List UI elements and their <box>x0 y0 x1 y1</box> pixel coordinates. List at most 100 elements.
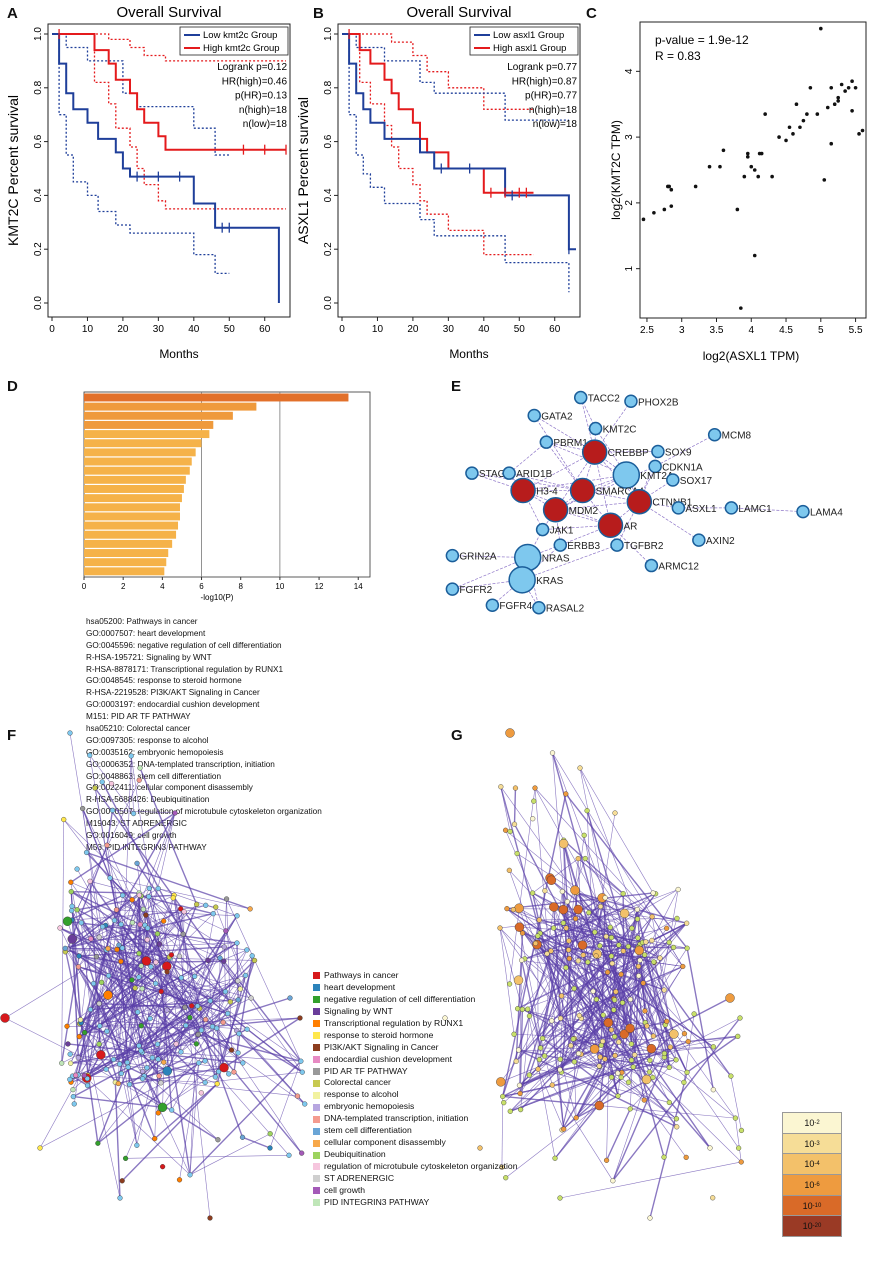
network-edge <box>80 956 170 1024</box>
km-stat: n(low)=18 <box>533 119 578 130</box>
network-node <box>267 1145 273 1151</box>
network-node <box>657 955 663 961</box>
network-edge <box>644 889 679 956</box>
network-edge <box>630 999 671 1048</box>
network-node <box>178 975 184 981</box>
network-edge <box>99 1017 301 1027</box>
network-node <box>558 904 568 915</box>
legend-label: ST ADRENERGIC <box>324 1172 395 1183</box>
network-node <box>299 1069 305 1075</box>
network-edge <box>154 1083 218 1140</box>
network-node <box>527 408 541 423</box>
network-node <box>535 522 550 537</box>
network-edge <box>537 1069 564 1130</box>
network-node <box>530 816 536 822</box>
scatter-point <box>752 253 757 258</box>
network-edge <box>189 1017 303 1154</box>
network-edge <box>236 1030 306 1105</box>
network-node <box>136 974 142 980</box>
network-edge <box>606 937 612 1161</box>
scatter-point <box>791 132 795 136</box>
pvalue-legend-cell: 10 -6 <box>782 1174 842 1195</box>
network-node <box>158 1080 164 1086</box>
scatter-point <box>819 26 823 31</box>
network-node <box>129 897 135 903</box>
network-edge <box>602 1041 635 1056</box>
km-stat: n(high)=18 <box>529 105 578 116</box>
scatter-point <box>801 118 806 123</box>
y-tick-label: 1 <box>624 265 635 271</box>
network-edge <box>518 908 561 1019</box>
x-tick-label: 40 <box>478 324 490 335</box>
network-edge <box>502 950 552 1097</box>
legend-label: Signaling by WNT <box>324 1005 393 1016</box>
network-node <box>136 892 142 898</box>
network-node <box>127 1081 133 1087</box>
network-node <box>669 1029 679 1039</box>
network-node <box>510 907 516 913</box>
network-node <box>642 952 648 958</box>
network-node <box>571 985 577 992</box>
network-node <box>541 1053 548 1059</box>
x-tick-label: 0 <box>49 324 55 335</box>
network-node <box>576 1012 582 1019</box>
network-node <box>138 1023 144 1029</box>
network-edge <box>579 998 614 1016</box>
network-edge <box>520 946 675 1111</box>
network-node <box>573 1115 579 1121</box>
network-edge <box>98 904 197 1004</box>
legend-label: PI3K/AKT Signaling in Cancer <box>324 1041 439 1052</box>
network-edge <box>80 938 92 1023</box>
network-node <box>138 963 144 969</box>
network-edge <box>615 961 654 992</box>
x-tick-label: 50 <box>224 324 236 335</box>
network-node <box>625 1079 632 1085</box>
network-node <box>561 1126 567 1132</box>
network-edge <box>515 933 524 1062</box>
network-node <box>161 918 167 924</box>
legend-label: stem cell differentiation <box>324 1125 412 1136</box>
network-edge <box>629 950 640 1029</box>
network-node <box>502 827 509 833</box>
network-node <box>144 937 150 943</box>
network-edge <box>594 452 611 526</box>
network-edge <box>568 949 639 977</box>
network-edge <box>624 913 687 924</box>
network-node <box>549 902 559 912</box>
network-node <box>738 1127 745 1134</box>
x-tick-label: 4 <box>748 325 754 336</box>
network-node <box>514 922 525 932</box>
network-node <box>120 892 126 898</box>
network-node-label: KRAS <box>536 576 564 587</box>
network-edge <box>505 830 575 989</box>
network-edge <box>155 983 159 1113</box>
network-edge <box>649 1021 668 1073</box>
scatter-point <box>832 102 837 107</box>
network-edge <box>160 991 191 1175</box>
x-tick-label: 2.5 <box>640 325 654 336</box>
scatter-point <box>756 174 761 179</box>
network-node <box>234 940 240 946</box>
scatter-point <box>794 102 799 107</box>
legend-swatch <box>313 1008 320 1016</box>
x-tick-label: 0 <box>82 582 87 591</box>
network-edge <box>522 451 595 491</box>
bar <box>84 503 180 512</box>
network-node <box>505 728 515 738</box>
network-node <box>67 1051 73 1057</box>
network-node <box>222 989 228 995</box>
network-node <box>640 980 646 986</box>
network-edge <box>122 895 209 961</box>
scatter-point <box>860 128 865 133</box>
network-edge <box>518 1049 678 1128</box>
pvalue-legend-cell: 10 -20 <box>782 1215 842 1238</box>
scatter-point <box>745 151 750 156</box>
network-node <box>134 860 140 866</box>
network-node <box>680 963 686 970</box>
network-node-label: MDM2 <box>569 506 599 517</box>
km-stat: Logrank p=0.77 <box>507 62 577 73</box>
y-tick-label: 0.8 <box>323 80 334 94</box>
network-edge <box>686 1072 739 1149</box>
scatter-point <box>749 164 754 169</box>
network-node <box>664 1018 670 1024</box>
